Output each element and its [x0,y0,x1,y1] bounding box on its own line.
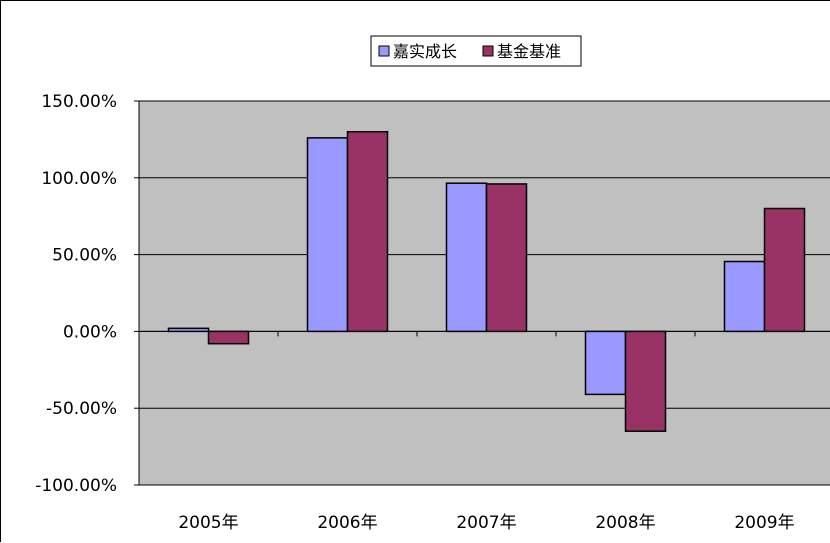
plot-area: 150.00% 100.00% 50.00% 0.00% -50.00% -100.00%… [35,92,830,533]
bar-series-1 [723,260,766,333]
bar-series-2 [346,130,389,333]
legend-label: 嘉实成长 [393,42,457,61]
bar-series-2 [485,183,528,333]
y-tick-label: 150.00% [41,92,117,112]
y-tick-label: 100.00% [41,169,117,189]
bar-series-1 [584,330,627,396]
legend-label: 基金基准 [497,42,561,61]
legend-swatch [482,45,494,57]
x-tick-label: 2006年 [317,513,377,533]
bar-series-2 [624,330,667,432]
legend-box [370,35,582,67]
bar-series-1 [167,327,210,333]
y-tick-label: -100.00% [35,476,117,496]
y-tick-label: 50.00% [52,246,117,266]
legend: 嘉实成长 基金基准 [370,35,582,67]
legend-swatch [378,45,390,57]
y-tick-label: 0.00% [63,322,117,342]
y-tick-label: -50.00% [46,399,117,419]
bar-series-1 [445,182,488,333]
bar-series-2 [763,207,806,333]
bar-series-2 [207,330,250,345]
x-tick-label: 2008年 [595,513,655,533]
x-tick-label: 2005年 [178,513,238,533]
x-tick-label: 2007年 [456,513,516,533]
x-tick-label: 2009年 [734,513,794,533]
bar-series-1 [306,137,349,333]
